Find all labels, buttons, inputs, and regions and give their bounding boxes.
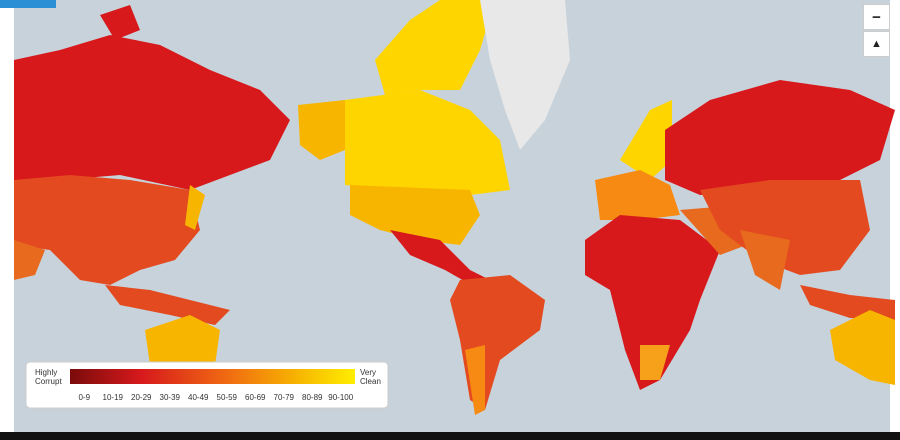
legend-label: Corrupt <box>35 377 62 386</box>
south-africa <box>640 345 670 380</box>
china-right <box>700 180 870 275</box>
reset-button[interactable]: ▲ <box>863 31 890 57</box>
legend-label: 0-9 <box>78 393 90 402</box>
scandinavia <box>620 100 672 180</box>
zoom-out-button[interactable]: − <box>863 4 890 30</box>
indonesia <box>105 285 230 325</box>
legend-label: 90-100 <box>328 393 353 402</box>
legend-label: 70-79 <box>274 393 295 402</box>
legend-label: 50-59 <box>217 393 238 402</box>
legend-gradient <box>70 369 355 384</box>
legend-label: 60-69 <box>245 393 266 402</box>
legend-label: 20-29 <box>131 393 152 402</box>
tab <box>0 0 56 8</box>
africa <box>585 215 720 390</box>
legend-label: 30-39 <box>160 393 181 402</box>
alaska <box>298 100 345 160</box>
legend-label: 10-19 <box>103 393 124 402</box>
chile-argentina <box>465 345 485 415</box>
russia <box>14 35 290 190</box>
legend-label: 80-89 <box>302 393 323 402</box>
japan <box>185 185 205 230</box>
canada <box>345 90 510 195</box>
australia-right <box>830 310 895 385</box>
footer-bar <box>0 432 900 440</box>
usa <box>350 185 480 245</box>
legend-label: Highly <box>35 368 57 377</box>
europe <box>595 170 680 220</box>
central-america <box>390 230 500 290</box>
arctic-islands <box>375 0 495 95</box>
india <box>14 240 45 280</box>
greenland <box>480 0 570 150</box>
china <box>14 175 200 285</box>
legend-label: 40-49 <box>188 393 209 402</box>
island <box>100 5 140 40</box>
legend-label: Clean <box>360 377 381 386</box>
australia <box>145 315 220 365</box>
russia-right <box>665 80 895 195</box>
india-right <box>740 230 790 290</box>
legend-label: Very <box>360 368 376 377</box>
